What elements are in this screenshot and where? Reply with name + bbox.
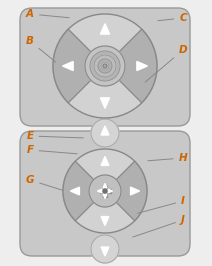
Text: A: A [26, 9, 69, 19]
Text: C: C [158, 13, 187, 23]
Wedge shape [105, 161, 147, 221]
Polygon shape [108, 189, 113, 193]
Text: F: F [26, 145, 77, 155]
Polygon shape [70, 187, 80, 195]
Wedge shape [68, 66, 142, 118]
Polygon shape [103, 184, 107, 188]
Polygon shape [131, 187, 139, 195]
Wedge shape [53, 29, 105, 103]
Text: J: J [133, 215, 185, 237]
Circle shape [85, 46, 125, 86]
Wedge shape [75, 191, 135, 233]
Circle shape [94, 55, 116, 77]
Circle shape [101, 62, 109, 70]
FancyBboxPatch shape [20, 131, 190, 256]
Text: H: H [148, 153, 187, 163]
Bar [103, 185, 107, 197]
Circle shape [89, 175, 121, 207]
Circle shape [103, 189, 107, 193]
Circle shape [98, 59, 112, 73]
Polygon shape [100, 98, 110, 108]
Circle shape [103, 64, 107, 68]
Text: G: G [26, 175, 62, 190]
Text: D: D [145, 45, 187, 82]
Wedge shape [63, 161, 105, 221]
Polygon shape [63, 61, 73, 70]
Wedge shape [68, 14, 142, 66]
Circle shape [91, 119, 119, 147]
Polygon shape [101, 156, 109, 165]
Polygon shape [101, 217, 109, 226]
Circle shape [53, 14, 157, 118]
Text: I: I [138, 196, 185, 213]
Text: E: E [26, 131, 83, 141]
Wedge shape [105, 29, 157, 103]
Polygon shape [101, 126, 109, 135]
Wedge shape [75, 149, 135, 191]
Circle shape [91, 235, 119, 263]
Polygon shape [101, 247, 109, 256]
FancyBboxPatch shape [20, 8, 190, 126]
Polygon shape [100, 24, 110, 34]
Circle shape [63, 149, 147, 233]
Bar [99, 189, 110, 193]
Text: B: B [26, 36, 56, 62]
Polygon shape [103, 194, 107, 198]
Polygon shape [98, 189, 102, 193]
Polygon shape [137, 61, 147, 70]
Circle shape [90, 51, 120, 81]
